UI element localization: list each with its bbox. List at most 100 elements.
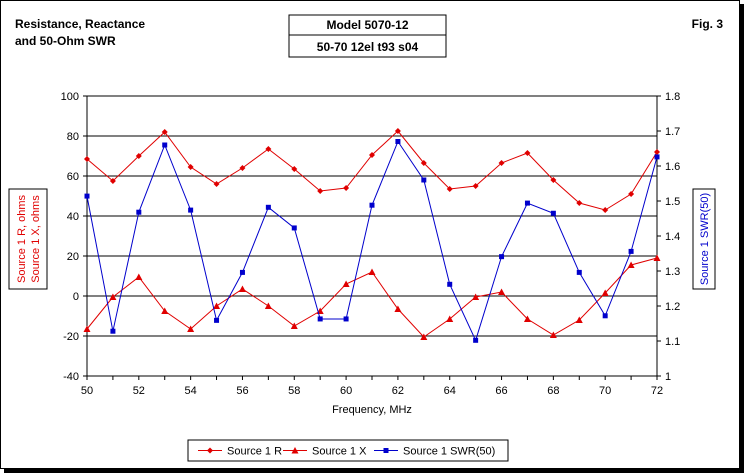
series-3-point [447,281,453,287]
series-1-point [420,160,427,166]
x-tick-label: 60 [340,385,352,397]
series-3-point [654,154,660,160]
series-1-point [369,152,375,158]
y-left-tick-label: 80 [67,131,79,143]
series-1-point [446,186,453,192]
series-1-point [628,191,635,197]
series-3-point [84,193,90,199]
series-1-point [84,156,90,162]
series-2-point [523,315,531,322]
x-tick-label: 52 [133,385,145,397]
x-tick-label: 56 [236,385,248,397]
y-left-label-box: Source 1 R, ohms Source 1 X, ohms [8,188,48,290]
series-3-point [602,313,608,319]
legend-marker-1 [207,447,213,454]
series-2-point [83,325,91,332]
y-right-label-box: Source 1 SWR(50) [692,188,716,290]
model-box-line-1: Model 5070-12 [326,18,408,32]
chart-svg: Resistance, Reactance and 50-Ohm SWR Mod… [8,14,724,462]
x-tick-label: 70 [599,385,611,397]
series-3-point [265,204,271,210]
y-left-tick-label: -40 [63,371,79,383]
x-tick-label: 62 [392,385,404,397]
series-1-point [654,149,660,155]
series-2-point [264,302,272,309]
x-axis-label: Frequency, MHz [332,404,412,416]
y-right-tick-label: 1.8 [665,91,680,103]
series-1-point [576,200,583,206]
y-left-label-line-1: Source 1 R, ohms [16,194,28,283]
series-3-point [499,254,505,260]
x-tick-label: 68 [547,385,559,397]
series-3-point [628,248,634,254]
series-1-point [550,177,557,183]
x-tick-label: 54 [185,385,197,397]
series-2-point [472,293,480,300]
series-2-point [187,325,195,332]
legend: Source 1 R Source 1 X Source 1 SWR(50) [187,439,509,462]
series-3-point [524,200,530,206]
series-2-point [575,316,583,323]
series-2-point [498,288,506,295]
series-3-point [317,316,323,322]
series-2-point [290,322,298,329]
series-3-point [576,269,582,275]
y-right-tick-label: 1.7 [665,126,680,138]
y-right-tick-label: 1.3 [665,266,680,278]
series-3-point [110,328,116,334]
x-tick-label: 64 [444,385,456,397]
series-2-point [420,333,428,340]
y-right-tick-label: 1 [665,371,671,383]
series-2-point [213,302,221,309]
series-3-point [550,210,556,216]
x-tick-label: 72 [651,385,663,397]
model-box-line-2: 50-70 12el t93 s04 [317,40,419,54]
series-2-point [627,261,635,268]
y-left-label-line-2: Source 1 X, ohms [30,195,42,283]
legend-label-3: Source 1 SWR(50) [403,446,495,458]
series-1-point [472,183,479,189]
y-left-tick-label: 20 [67,251,79,263]
plot-border [86,95,658,377]
series-3-point [136,209,142,215]
legend-marker-2 [291,447,299,454]
series-3-point [162,142,168,148]
legend-label-2: Source 1 X [312,446,367,458]
series-1-point [187,164,194,170]
y-right-tick-label: 1.4 [665,231,680,243]
series-1-point [291,166,298,172]
y-left-tick-label: 100 [61,91,79,103]
series-2-point [135,273,143,280]
y-right-tick-label: 1.6 [665,161,680,173]
series-3-point [369,202,375,208]
series-1-point [394,128,401,134]
legend-label-1: Source 1 R [227,446,282,458]
series-1-point [343,185,350,191]
series-3-point [291,225,297,231]
series-1-point [239,165,246,171]
series-2-point [238,285,246,292]
y-right-tick-label: 1.5 [665,196,680,208]
series-1-point [135,153,142,159]
series-2-point [549,331,557,338]
chart-title-line-2: and 50-Ohm SWR [15,34,116,48]
y-right-label: Source 1 SWR(50) [699,193,711,285]
series-3-point [395,139,401,144]
series-1-point [602,207,609,213]
series-2-point [342,280,350,287]
y-left-tick-label: 60 [67,171,79,183]
y-left-tick-label: 40 [67,211,79,223]
series-2-point [368,268,376,275]
series-1-point [109,178,116,184]
y-left-tick-label: 0 [73,291,79,303]
x-tick-label: 66 [495,385,507,397]
chart-title: Resistance, Reactance and 50-Ohm SWR [15,17,145,48]
fig-label: Fig. 3 [692,17,724,31]
plot-area: -40 -20 0 20 40 60 80 100 1 1.1 1.2 1.3 1.4 1.5 1.6 1.7… [61,91,681,397]
series-3-point [421,177,427,183]
legend-marker-3 [383,448,389,453]
series-1-point [265,146,272,152]
series-3-point [473,337,479,343]
series-2-point [109,293,117,300]
